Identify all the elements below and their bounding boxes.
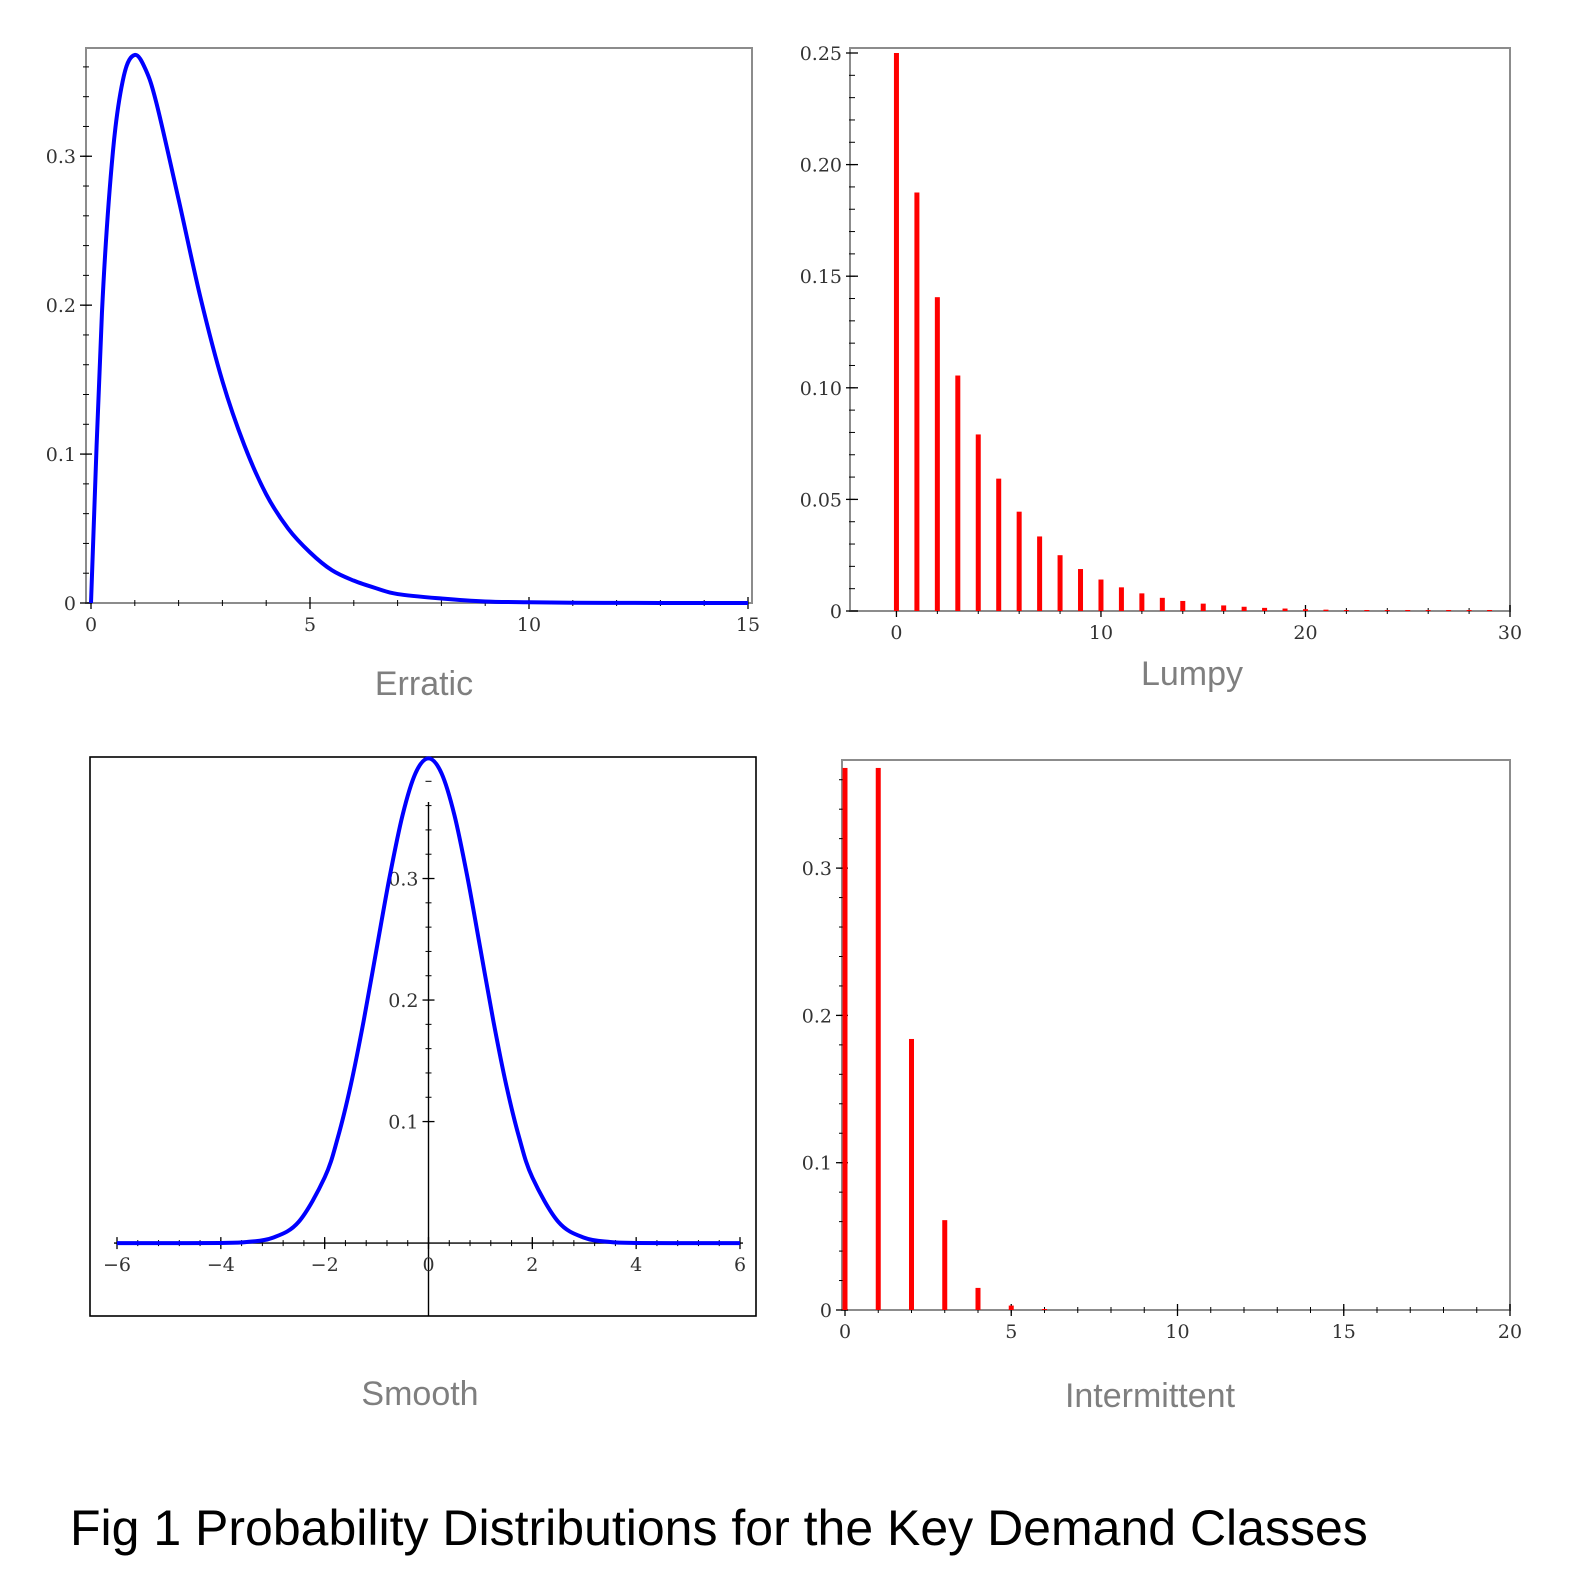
bar (1200, 603, 1206, 611)
y-tick-label: 0.2 (46, 295, 76, 317)
bar (1425, 610, 1431, 611)
x-tick-label: 0 (839, 1321, 851, 1343)
bar (1282, 608, 1288, 611)
bar (1446, 610, 1452, 611)
x-tick-label: 10 (1089, 622, 1113, 644)
bar (1241, 606, 1247, 611)
y-tick-label: 0.3 (388, 869, 418, 891)
bar (1405, 610, 1411, 611)
bar (909, 1038, 914, 1310)
bar (1262, 607, 1268, 611)
intermittent-label: Intermittent (1065, 1377, 1236, 1415)
bar (1180, 600, 1186, 611)
smooth-label: Smooth (361, 1375, 478, 1413)
x-tick-label: 0 (890, 622, 902, 644)
bar (1466, 610, 1472, 611)
y-tick-label: 0.20 (800, 155, 842, 177)
y-tick-label: 0.1 (46, 444, 76, 466)
bar (996, 478, 1002, 611)
bar (1016, 511, 1022, 611)
x-tick-label: 4 (630, 1254, 642, 1276)
bar (1302, 609, 1308, 611)
x-tick-label: 20 (1498, 1321, 1522, 1343)
x-tick-label: 30 (1498, 622, 1522, 644)
x-tick-label: 15 (1332, 1321, 1356, 1343)
bar (1008, 1305, 1014, 1310)
bar (893, 53, 899, 611)
bar (1118, 587, 1124, 611)
bar (975, 434, 981, 611)
x-tick-label: 10 (517, 614, 541, 636)
y-tick-label: 0 (820, 1300, 832, 1322)
x-tick-label: −6 (103, 1254, 131, 1276)
lumpy-chart: 0 10 20 30 0 0.05 0.10 0.15 0.20 0.25 (800, 43, 1522, 644)
x-tick-label: 20 (1293, 622, 1317, 644)
bar (1221, 605, 1227, 611)
intermittent-chart: 0 5 10 15 20 0 0.1 0.2 0.3 (802, 759, 1522, 1343)
bar (1042, 1309, 1047, 1310)
smooth-chart: −6 −4 −2 0 2 4 6 0.1 0.2 0.3 (89, 756, 757, 1317)
erratic-chart: 0 5 10 15 0 0.1 0.2 0.3 (46, 47, 760, 636)
lumpy-label: Lumpy (1141, 655, 1243, 693)
y-tick-label: 0.3 (802, 858, 832, 880)
y-tick-label: 0 (830, 601, 842, 623)
x-tick-label: 10 (1165, 1321, 1189, 1343)
y-tick-label: 0.2 (802, 1005, 832, 1027)
bar (1037, 536, 1043, 611)
erratic-label: Erratic (375, 665, 473, 703)
y-tick-label: 0 (64, 593, 76, 615)
x-tick-label: 5 (304, 614, 316, 636)
bar (975, 1287, 981, 1310)
plot-frame (85, 47, 753, 604)
bar (1364, 610, 1370, 611)
bar (1384, 610, 1390, 611)
y-tick-label: 0.10 (800, 378, 842, 400)
x-tick-label: 15 (736, 614, 760, 636)
x-tick-label: −2 (311, 1254, 339, 1276)
x-tick-label: 2 (526, 1254, 538, 1276)
bar (1323, 609, 1329, 611)
bar (942, 1220, 948, 1310)
bar (1078, 569, 1084, 611)
y-tick-label: 0.05 (800, 489, 842, 511)
bar (1139, 593, 1145, 611)
plot-frame (849, 47, 1511, 612)
bar (955, 375, 961, 611)
bar (842, 767, 848, 1310)
figure-caption: Fig 1 Probability Distributions for the … (70, 1500, 1368, 1556)
y-tick-label: 0.1 (388, 1112, 418, 1134)
y-tick-label: 0.2 (388, 990, 418, 1012)
bar (934, 297, 940, 611)
plot-frame (841, 759, 1511, 1311)
x-tick-label: 5 (1005, 1321, 1017, 1343)
x-tick-label: 0 (85, 614, 97, 636)
series-line (89, 52, 748, 606)
series-line (116, 756, 741, 1246)
x-tick-label: 0 (422, 1254, 434, 1276)
y-tick-label: 0.1 (802, 1153, 832, 1175)
bar (914, 192, 920, 611)
plot-frame (89, 756, 757, 1317)
bar (1343, 610, 1349, 611)
bar (1487, 610, 1493, 611)
bar (1098, 579, 1104, 611)
x-tick-label: −4 (207, 1254, 235, 1276)
y-tick-label: 0.25 (800, 43, 842, 65)
x-tick-label: 6 (734, 1254, 746, 1276)
y-tick-label: 0.15 (800, 266, 842, 288)
y-tick-label: 0.3 (46, 146, 76, 168)
bar (1057, 555, 1063, 611)
bar (875, 767, 881, 1310)
bar (1159, 597, 1165, 611)
